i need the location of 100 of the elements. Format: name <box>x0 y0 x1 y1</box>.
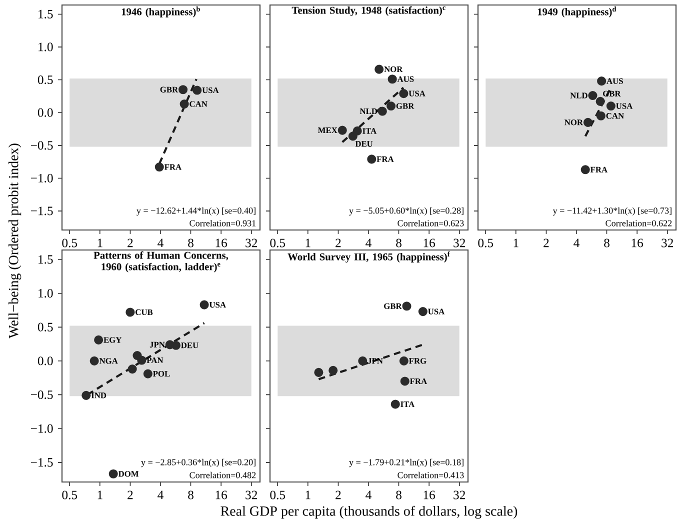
annotation: USA <box>616 103 633 109</box>
x-tick-label: 1 <box>306 238 310 248</box>
y-tick-label: 1.5 <box>38 255 53 264</box>
annotation: FRA <box>410 378 428 384</box>
annotation: NOR <box>384 66 403 72</box>
x-tick-label: 0.5 <box>478 238 494 248</box>
x-tick-label: 32 <box>454 238 466 248</box>
y-tick-label: −1.0 <box>30 424 53 433</box>
annotation: Correlation=0.482 <box>190 472 256 478</box>
annotation: CUB <box>136 309 153 315</box>
x-tick-label: 0.5 <box>270 238 286 248</box>
text: Patterns of Human Concerns, 1960 (satisfaction, ladder)$^{e}$ <box>94 251 228 272</box>
annotation: GBR <box>160 86 178 92</box>
x-tick-label: 32 <box>662 238 674 248</box>
annotation: DOM <box>118 471 139 477</box>
x-tick-label: 8 <box>396 238 402 248</box>
annotation: y = −11.42+1.30*ln(x) [se=0.73] <box>552 207 672 216</box>
x-tick-label: 8 <box>604 238 610 248</box>
x-tick-label: 0.5 <box>62 490 78 500</box>
annotation: DEU <box>355 141 373 147</box>
y-tick-label: 0.5 <box>38 75 53 84</box>
annotation: AUS <box>606 78 623 84</box>
annotation: Correlation=0.623 <box>398 220 464 226</box>
y-tick-label: 1.5 <box>38 10 53 18</box>
x-tick-label: 16 <box>216 490 228 500</box>
x-tick-label: 16 <box>424 490 436 500</box>
x-tick-label: 4 <box>158 238 164 247</box>
x-tick-label: 8 <box>188 490 194 500</box>
y-axis-title: Well−being (Ordered probit index) <box>8 144 22 338</box>
annotation: ITA <box>362 128 377 134</box>
annotation: EGY <box>104 337 122 343</box>
annotation: Correlation=0.622 <box>606 220 672 226</box>
y-tick-label: −1.0 <box>30 174 53 182</box>
x-tick-label: 8 <box>396 490 402 500</box>
annotation: GBR <box>396 103 414 109</box>
annotation: FRG <box>409 358 426 364</box>
y-tick-label: 0.5 <box>38 322 53 332</box>
x-tick-label: 4 <box>574 238 580 247</box>
y-tick-label: −0.5 <box>30 141 53 150</box>
chart-title: World Survey III, 1965 (happiness)$^{f}$ <box>288 251 450 262</box>
annotation: POL <box>153 370 170 377</box>
annotation: y = −5.05+0.60*ln(x) [se=0.28] <box>349 207 464 216</box>
x-tick-label: 2 <box>336 490 341 500</box>
x-tick-label: 16 <box>216 238 228 248</box>
x-tick-label: 4 <box>158 490 164 499</box>
annotation: PAN <box>146 357 164 363</box>
x-tick-label: 4 <box>366 490 372 499</box>
annotation: NGA <box>99 358 118 364</box>
x-tick-label: 2 <box>128 238 133 248</box>
annotation: IND <box>91 392 106 398</box>
annotation: GBR <box>384 303 402 309</box>
annotation: CAN <box>606 112 624 119</box>
y-tick-label: 0.0 <box>38 356 53 366</box>
annotation: y = −1.79+0.21*ln(x) [se=0.18] <box>349 458 464 468</box>
chart-title: 1946 (happiness)$^{b}$ <box>122 6 200 18</box>
chart-title: Tension Study, 1948 (satisfaction)$^{c}$ <box>292 6 446 16</box>
y-tick-label: 1.0 <box>38 288 53 298</box>
annotation: ITA <box>400 401 415 407</box>
annotation: USA <box>408 90 426 96</box>
chart-title: 1949 (happiness)$^{d}$ <box>538 6 616 18</box>
x-tick-label: 32 <box>454 490 466 500</box>
x-tick-label: 2 <box>336 238 341 248</box>
y-tick-label: −1.5 <box>30 206 53 216</box>
annotation: USA <box>202 87 219 94</box>
x-tick-label: 0.5 <box>62 238 78 248</box>
y-tick-label: −1.5 <box>30 458 53 467</box>
annotation: USA <box>209 302 226 308</box>
x-tick-label: 2 <box>544 238 549 248</box>
annotation: Correlation=0.413 <box>398 472 464 478</box>
x-tick-label: 0.5 <box>270 490 286 500</box>
annotation: FRA <box>590 166 608 172</box>
annotation: NLD <box>570 92 588 98</box>
x-tick-label: 16 <box>632 238 644 248</box>
annotation: NOR <box>564 120 584 126</box>
annotation: CAN <box>190 101 208 107</box>
annotation: y = −2.85+0.36*ln(x) [se=0.20] <box>141 458 256 468</box>
x-tick-label: 8 <box>188 238 194 248</box>
annotation: AUS <box>397 76 414 82</box>
y-tick-label: 1.0 <box>38 42 53 52</box>
y-tick-label: 0.0 <box>38 108 53 117</box>
annotation: JPN <box>150 342 165 348</box>
annotation: FRA <box>376 156 394 162</box>
x-axis-title: Real GDP per capita (thousands of dollars, log scale) <box>220 506 518 519</box>
x-tick-label: 32 <box>246 490 258 500</box>
annotation: y = −12.62+1.44*ln(x) [se=0.40] <box>136 207 256 216</box>
annotation: DEU <box>181 342 198 348</box>
annotation: FRA <box>164 164 182 170</box>
x-tick-label: 32 <box>246 238 258 248</box>
x-tick-label: 4 <box>366 238 372 247</box>
x-tick-label: 1 <box>514 238 518 248</box>
annotation: NLD <box>360 108 378 114</box>
annotation: Correlation=0.931 <box>190 220 256 226</box>
x-tick-label: 1 <box>98 490 102 500</box>
x-tick-label: 1 <box>98 238 102 248</box>
x-tick-label: 1 <box>306 490 310 500</box>
x-tick-label: 2 <box>128 490 133 500</box>
annotation: USA <box>428 308 445 314</box>
x-tick-label: 16 <box>424 238 436 248</box>
annotation: MEX <box>318 127 338 133</box>
y-tick-label: −0.5 <box>30 390 53 399</box>
